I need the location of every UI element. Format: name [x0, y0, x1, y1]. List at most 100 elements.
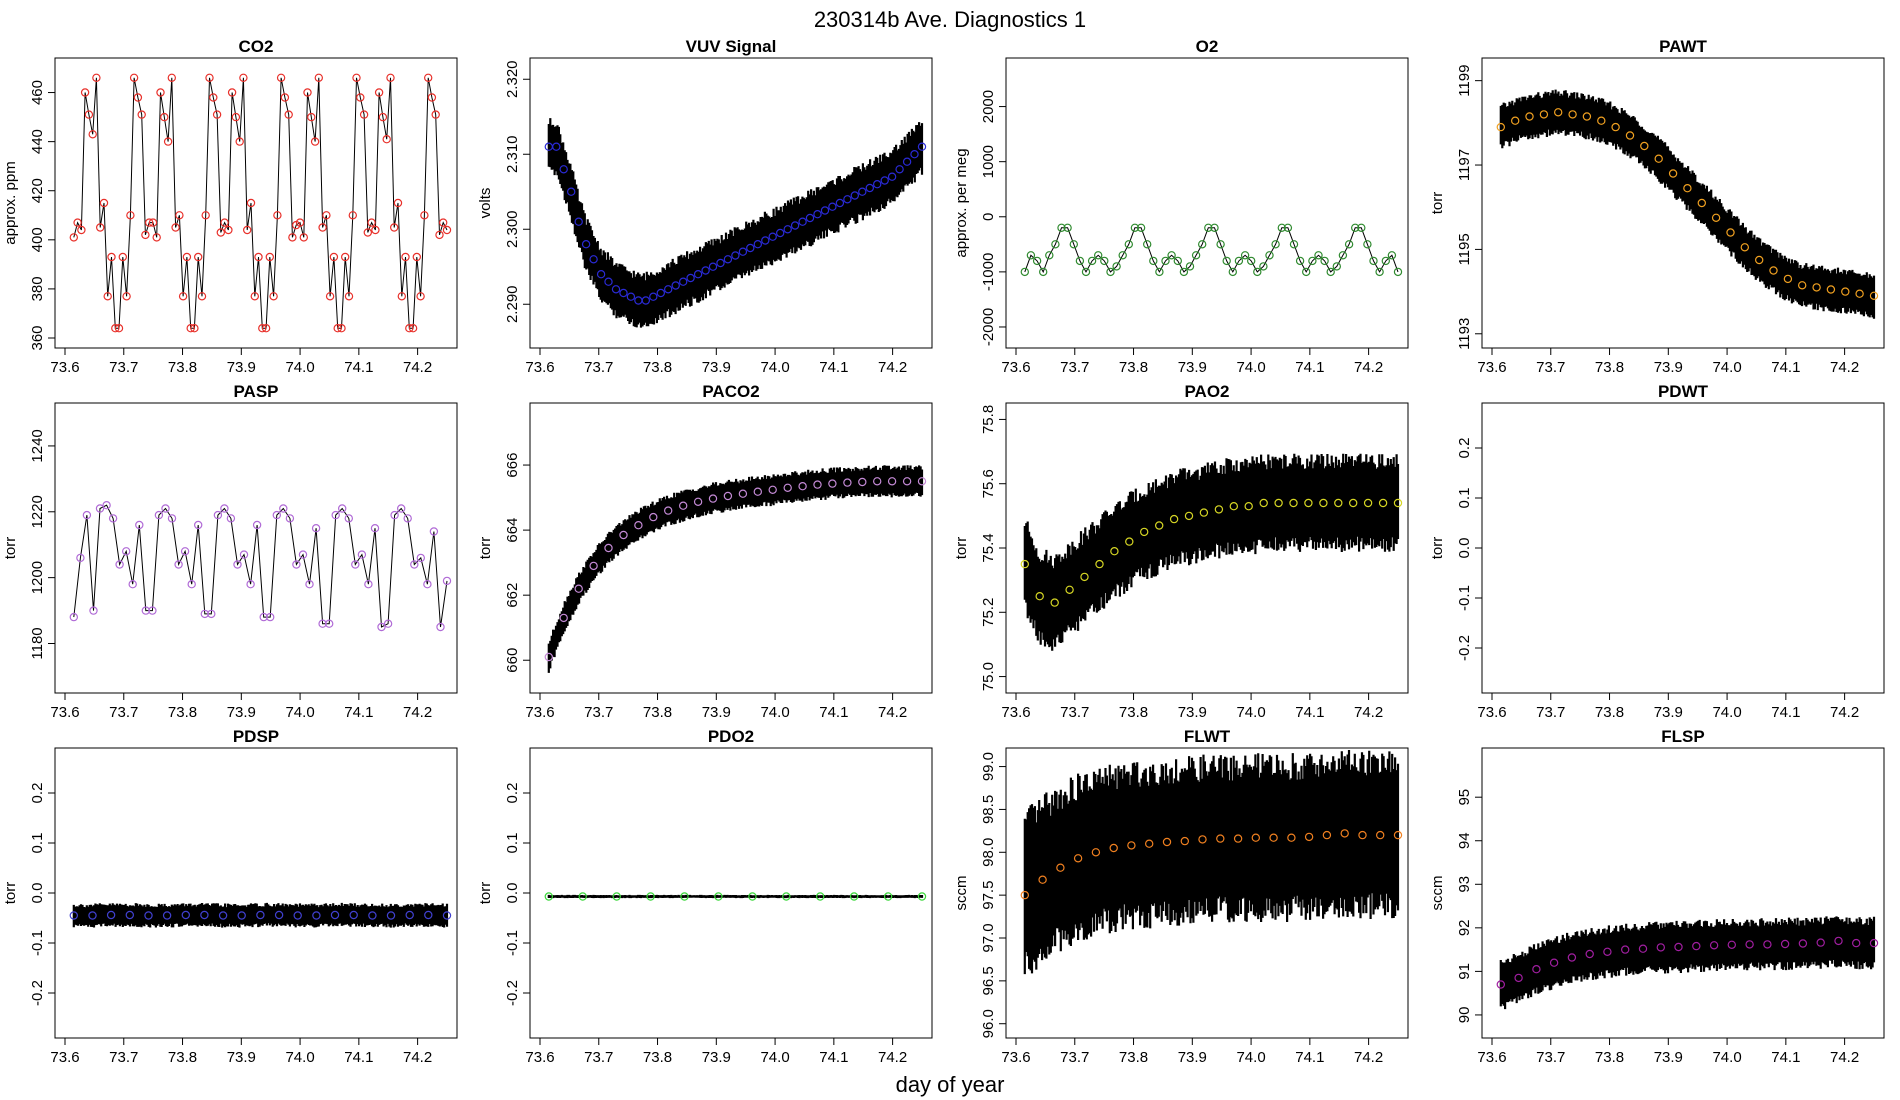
x-tick-label: 73.8 — [1595, 1049, 1624, 1066]
data-point-pdsp — [424, 910, 433, 920]
data-point-pawt — [1769, 266, 1778, 275]
data-point-pasp — [442, 576, 452, 586]
y-tick-label: 75.6 — [980, 469, 997, 498]
x-tick-label: 74.0 — [760, 1049, 789, 1066]
data-point-flsp — [1834, 936, 1843, 946]
data-point-o2 — [1381, 256, 1391, 266]
data-point-vuv — [552, 142, 561, 151]
data-point-co2 — [77, 225, 86, 235]
data-point-pdsp — [218, 911, 228, 920]
data-point-co2 — [412, 252, 421, 262]
x-tick-label: 74.2 — [878, 359, 907, 376]
data-point-vuv — [611, 285, 621, 294]
y-tick-label: 93 — [1456, 876, 1473, 893]
data-point-paco2 — [544, 652, 554, 662]
x-tick-label: 74.1 — [1295, 359, 1324, 376]
data-point-vuv — [567, 187, 576, 196]
data-point-pasp — [148, 606, 157, 615]
data-point-flwt — [1038, 875, 1047, 884]
data-point-co2 — [212, 110, 222, 119]
data-point-co2 — [178, 292, 188, 301]
data-point-co2 — [175, 211, 184, 220]
plot-frame-pdwt — [1481, 402, 1885, 694]
y-tick-label: 1193 — [1456, 318, 1473, 350]
panel-title-pdsp: PDSP — [233, 727, 279, 746]
x-tick-label: 74.1 — [344, 359, 373, 376]
data-point-vuv — [701, 266, 710, 275]
data-point-co2 — [363, 228, 372, 237]
data-point-pao2 — [1095, 559, 1104, 569]
data-point-co2 — [325, 292, 335, 301]
panel-o2: O2 approx. per meg 73.6 73.7 73.8 73.9 74.0 74.… — [953, 37, 1409, 376]
x-tick-label: 73.6 — [1001, 359, 1030, 376]
data-point-co2 — [99, 198, 109, 208]
data-point-pasp — [259, 612, 268, 622]
data-point-o2 — [1032, 256, 1042, 266]
y-tick-label: 0 — [980, 213, 997, 221]
data-point-o2 — [1222, 256, 1231, 266]
raw-data-band-flsp — [1499, 916, 1876, 1010]
data-point-pasp — [161, 504, 170, 513]
data-point-o2 — [1075, 256, 1085, 266]
data-point-flsp — [1763, 940, 1772, 949]
data-point-o2 — [1387, 251, 1397, 260]
data-point-pdo2 — [782, 892, 791, 901]
x-tick-label: 74.1 — [344, 1049, 373, 1066]
x-tick-label: 73.7 — [109, 359, 138, 376]
panel-pdwt: PDWT torr 73.6 73.7 73.8 73.9 74.0 74.1 74.2 -0.2… — [1429, 382, 1885, 721]
x-tick-label: 74.1 — [1771, 704, 1800, 721]
data-point-paco2 — [738, 489, 748, 498]
data-point-paco2 — [873, 477, 882, 486]
panel-paco2: PACO2 torr 73.6 73.7 73.8 73.9 74.0 74.1 74.2 660… — [477, 382, 933, 721]
y-tick-label: 0.2 — [29, 783, 46, 804]
x-tick-label: 73.9 — [702, 1049, 731, 1066]
panel-grid: CO2 approx. ppm 73.6 73.7 73.8 73.9 74.0 74.1 74… — [2, 37, 1885, 1066]
y-tick-label: 90 — [1456, 1007, 1473, 1024]
data-point-flwt — [1304, 832, 1314, 842]
x-tick-label: 74.2 — [1830, 359, 1859, 376]
data-point-vuv — [865, 183, 875, 193]
x-tick-label: 73.7 — [1536, 359, 1565, 376]
plot-frame-flsp — [1481, 747, 1885, 1039]
data-point-pdsp — [256, 910, 265, 920]
y-tick-label: 1220 — [29, 495, 46, 528]
data-point-co2 — [144, 218, 154, 227]
data-point-pasp — [115, 560, 124, 569]
y-axis-label-flwt: sccm — [953, 876, 970, 911]
data-point-vuv — [887, 172, 897, 181]
x-tick-label: 74.1 — [1295, 1049, 1324, 1066]
data-point-pasp — [298, 550, 308, 559]
data-point-pdo2 — [612, 892, 621, 901]
x-tick-label: 73.7 — [584, 359, 613, 376]
x-tick-label: 73.8 — [1119, 1049, 1148, 1066]
data-point-pawt — [1855, 289, 1864, 298]
data-point-co2 — [88, 130, 97, 139]
data-point-pao2 — [1319, 498, 1328, 508]
plot-frame-co2 — [54, 57, 458, 349]
data-point-pawt — [1553, 108, 1563, 117]
y-tick-label: 96.0 — [980, 1009, 997, 1038]
data-point-co2 — [265, 252, 274, 262]
y-axis-label-pdwt: torr — [1429, 537, 1446, 560]
data-point-pasp — [252, 520, 262, 530]
data-point-vuv — [835, 198, 845, 208]
data-point-pawt — [1625, 131, 1635, 140]
data-point-pao2 — [1050, 598, 1059, 607]
data-point-pawt — [1711, 213, 1721, 222]
data-point-flsp — [1638, 944, 1648, 953]
data-point-vuv — [850, 191, 860, 200]
data-point-co2 — [122, 292, 131, 301]
data-point-pdo2 — [816, 892, 825, 901]
data-point-pdsp — [312, 911, 321, 920]
data-point-pao2 — [1110, 547, 1119, 556]
data-point-co2 — [337, 324, 346, 333]
y-axis-label-vuv: volts — [477, 188, 494, 219]
data-point-co2 — [92, 73, 101, 83]
data-point-co2 — [401, 252, 410, 262]
x-tick-label: 73.6 — [525, 704, 554, 721]
data-point-paco2 — [723, 491, 733, 501]
data-point-flwt — [1162, 837, 1172, 847]
data-point-pasp — [213, 510, 223, 520]
data-point-flwt — [1358, 830, 1367, 840]
data-point-o2 — [1314, 251, 1323, 260]
